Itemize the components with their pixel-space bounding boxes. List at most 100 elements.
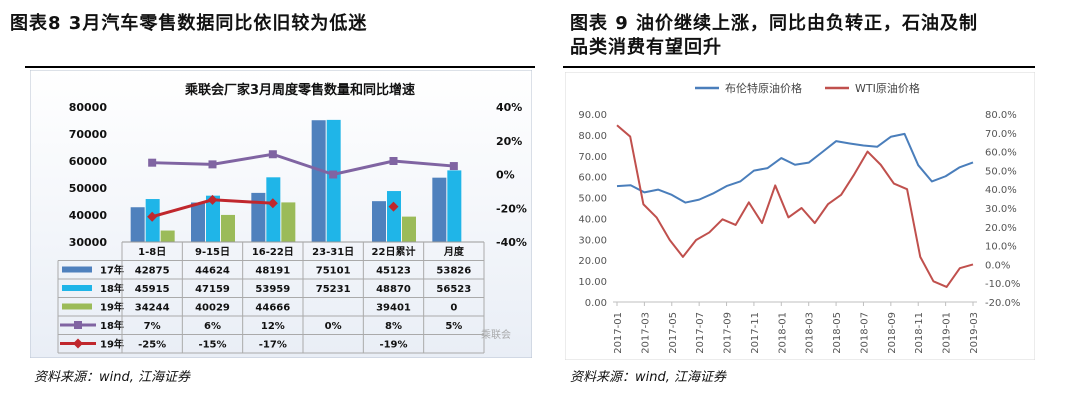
right-y-tick-label: 0.0%	[985, 260, 1010, 271]
right-y-tick-label: -20.0%	[985, 298, 1020, 309]
x-tick-label: 2017-09	[723, 312, 734, 354]
legend-marker	[73, 338, 83, 349]
point-19年	[267, 198, 278, 209]
table-cell: 8%	[385, 321, 402, 332]
right-y-tick-label: -10.0%	[985, 279, 1020, 290]
right-y-tick-label: 20%	[496, 135, 522, 148]
x-tick-label: 2019-01	[942, 312, 953, 354]
right-title-rule	[563, 66, 1035, 68]
bar-18年-23-31日	[326, 119, 341, 242]
point-18年	[148, 158, 157, 167]
table-row-label: 18年	[100, 319, 124, 332]
left-y-tick-label: 60000	[69, 155, 108, 168]
right-figure-title-line1: 图表 9 油价继续上涨，同比由负转正，石油及制	[570, 13, 979, 34]
bar-19年-9-15日	[221, 214, 235, 242]
right-y-tick-label: 20.0%	[985, 223, 1017, 234]
table-cell: 44666	[255, 303, 290, 314]
left-chart: 乘联会厂家3月周度零售数量和同比增速 30000 40000 50000 60000 7…	[30, 70, 532, 358]
category-label: 23-31日	[312, 246, 354, 258]
legend-label: WTI原油价格	[855, 81, 920, 95]
point-19年	[147, 211, 158, 222]
left-y-tick-label: 10.00	[578, 277, 607, 288]
category-label: 16-22日	[252, 246, 294, 258]
left-y-tick-label: 50000	[69, 182, 108, 195]
x-tick-label: 2017-01	[613, 312, 624, 354]
left-y-tick-label: 0.00	[585, 298, 607, 309]
x-tick-label: 2017-05	[668, 312, 679, 354]
table-cell: 53959	[255, 284, 290, 295]
table-cell: 7%	[144, 321, 161, 332]
x-tick-label: 2017-03	[640, 312, 651, 354]
x-tick-label: 2018-11	[914, 312, 925, 354]
x-tick-label: 2017-07	[695, 312, 706, 354]
left-watermark: 乘联会	[481, 328, 511, 341]
left-y-tick-label: 50.00	[578, 194, 607, 205]
right-y-tick-label: 30.0%	[985, 204, 1017, 215]
left-title-rule	[25, 66, 535, 68]
bar-17年-月度	[432, 177, 447, 242]
table-cell: 0%	[325, 321, 342, 332]
line-18年-0	[152, 152, 454, 177]
category-label: 月度	[443, 245, 465, 258]
bar-18年-月度	[447, 170, 462, 242]
right-figure-title-line2: 品类消费有望回升	[570, 37, 722, 58]
table-cell: -15%	[198, 340, 226, 351]
point-18年	[329, 170, 338, 179]
left-y-tick-label: 40000	[69, 209, 108, 222]
bar-18年-9-15日	[206, 195, 220, 242]
right-chart-panel: 布伦特原油价格 WTI原油价格 0.00 10.00 20.00 30.00 40.00 5…	[565, 72, 1035, 360]
left-y-tick-label: 70000	[69, 128, 108, 141]
table-cell: 47159	[195, 284, 230, 295]
table-row-label: 17年	[100, 264, 124, 277]
x-tick-label: 2018-05	[832, 312, 843, 354]
table-cell: 45123	[376, 266, 411, 277]
point-18年	[389, 157, 398, 165]
table-cell: 56523	[436, 284, 471, 295]
right-y-tick-label: 50.0%	[985, 166, 1017, 177]
series-line-0	[616, 132, 974, 204]
right-chart: 布伦特原油价格 WTI原油价格 0.00 10.00 20.00 30.00 40.00 5…	[565, 72, 1035, 360]
left-y-tick-label: 30.00	[578, 235, 607, 246]
legend-label: 布伦特原油价格	[725, 81, 802, 95]
table-cell: 34244	[135, 303, 170, 314]
table-cell: 44624	[195, 266, 230, 277]
left-y-tick-label: 30000	[69, 236, 108, 249]
table-cell: 40029	[195, 303, 230, 314]
bar-17年-1-8日	[130, 207, 145, 242]
right-y-tick-label: -40%	[496, 236, 527, 249]
x-tick-label: 2018-03	[805, 312, 816, 354]
left-y-tick-label: 70.00	[578, 152, 607, 163]
table-cell: 42875	[135, 266, 170, 277]
left-y-tick-label: 60.00	[578, 173, 607, 184]
x-tick-label: 2018-07	[859, 312, 870, 354]
bar-17年-16-22日	[251, 192, 266, 242]
right-y-tick-label: 0%	[496, 169, 515, 182]
right-y-tick-label: 10.0%	[985, 242, 1017, 253]
table-row-label: 19年	[100, 338, 124, 351]
series-line-1	[616, 124, 974, 288]
bar-19年-22日累计	[402, 216, 416, 242]
bar-17年-22日累计	[372, 201, 386, 242]
legend-marker	[74, 321, 82, 329]
legend-swatch-17年	[62, 266, 92, 273]
left-chart-title: 乘联会厂家3月周度零售数量和同比增速	[184, 82, 415, 98]
left-y-tick-label: 80000	[69, 101, 108, 114]
left-y-tick-label: 20.00	[578, 256, 607, 267]
table-cell: 6%	[204, 321, 221, 332]
left-y-tick-label: 40.00	[578, 214, 607, 225]
table-cell: 5%	[445, 321, 462, 332]
category-label: 1-8日	[138, 246, 166, 258]
bar-18年-22日累计	[387, 191, 401, 242]
right-y-tick-label: 40.0%	[985, 185, 1017, 196]
category-label: 22日累计	[372, 245, 416, 258]
table-cell: 39401	[376, 303, 411, 314]
bar-17年-9-15日	[191, 202, 205, 242]
point-19年	[207, 194, 218, 205]
left-y-tick-label: 80.00	[578, 131, 607, 142]
left-chart-panel: 乘联会厂家3月周度零售数量和同比增速 30000 40000 50000 60000 7…	[30, 70, 532, 358]
right-source: 资料来源：wind, 江海证券	[570, 370, 727, 385]
category-label: 9-15日	[195, 246, 230, 258]
point-19年	[388, 201, 399, 212]
table-cell: -19%	[379, 340, 407, 351]
point-18年	[268, 150, 277, 159]
